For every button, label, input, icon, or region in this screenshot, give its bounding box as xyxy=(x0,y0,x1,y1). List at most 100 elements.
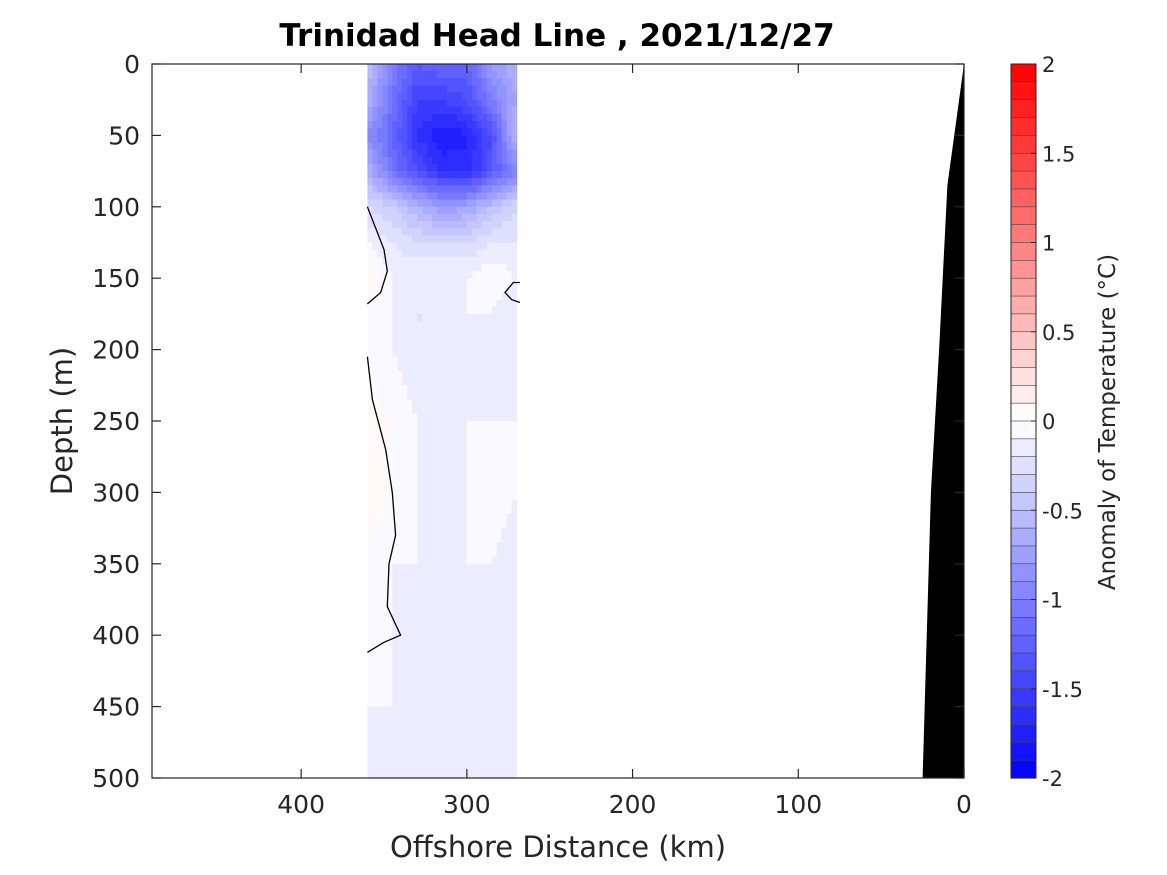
field-cell xyxy=(511,413,518,422)
field-cell xyxy=(367,413,373,422)
field-cell xyxy=(372,428,378,436)
field-cell xyxy=(491,228,498,236)
field-cell xyxy=(427,71,433,79)
field-cell xyxy=(397,378,403,386)
field-cell xyxy=(427,563,433,572)
field-cell xyxy=(427,421,433,429)
field-cell xyxy=(496,592,503,601)
field-cell xyxy=(471,92,478,101)
field-cell xyxy=(432,313,438,322)
field-cell xyxy=(476,228,483,236)
field-cell xyxy=(501,235,508,244)
field-cell xyxy=(442,406,448,415)
field-cell xyxy=(491,470,498,479)
field-cell xyxy=(397,656,403,665)
field-cell xyxy=(432,592,438,601)
field-cell xyxy=(382,642,388,651)
field-cell xyxy=(432,213,438,222)
field-cell xyxy=(506,249,513,258)
field-cell xyxy=(476,528,483,536)
field-cell xyxy=(506,335,513,344)
field-cell xyxy=(466,770,473,778)
field-cell xyxy=(382,449,388,458)
field-cell xyxy=(367,642,373,651)
field-cell xyxy=(377,321,383,329)
field-cell xyxy=(382,392,388,401)
field-cell xyxy=(412,506,418,515)
field-cell xyxy=(451,535,458,543)
field-cell xyxy=(486,756,493,765)
field-cell xyxy=(382,685,388,693)
field-cell xyxy=(392,78,398,87)
field-cell xyxy=(372,149,378,158)
field-cell xyxy=(382,720,388,729)
field-cell xyxy=(437,313,443,322)
field-cell xyxy=(481,435,488,444)
field-cell xyxy=(456,106,463,115)
field-cell xyxy=(501,463,508,472)
field-cell xyxy=(476,285,483,294)
field-cell xyxy=(511,385,518,394)
field-cell xyxy=(451,770,458,778)
field-cell xyxy=(387,492,393,501)
field-cell xyxy=(451,513,458,522)
x-tick-label: 100 xyxy=(774,790,822,819)
field-cell xyxy=(496,649,503,658)
field-cell xyxy=(412,635,418,643)
field-cell xyxy=(456,292,463,301)
field-cell xyxy=(511,99,518,108)
field-cell xyxy=(397,478,403,486)
field-cell xyxy=(437,435,443,444)
field-cell xyxy=(456,635,463,643)
field-cell xyxy=(427,392,433,401)
field-cell xyxy=(496,599,503,608)
field-cell xyxy=(496,321,503,329)
field-cell xyxy=(451,478,458,486)
field-cell xyxy=(466,592,473,601)
field-cell xyxy=(471,85,478,94)
field-cell xyxy=(476,313,483,322)
field-cell xyxy=(446,449,453,458)
field-cell xyxy=(476,728,483,736)
field-cell xyxy=(476,121,483,129)
colorbar-level xyxy=(1010,224,1037,244)
field-cell xyxy=(382,306,388,315)
field-cell xyxy=(407,321,413,329)
field-cell xyxy=(427,435,433,444)
field-cell xyxy=(511,213,518,222)
field-cell xyxy=(417,663,423,672)
field-cell xyxy=(367,499,373,508)
field-cell xyxy=(387,563,393,572)
field-cell xyxy=(397,563,403,572)
field-cell xyxy=(412,92,418,101)
field-cell xyxy=(412,570,418,579)
field-cell xyxy=(367,606,373,615)
field-cell xyxy=(422,470,428,479)
field-cell xyxy=(382,299,388,308)
field-cell xyxy=(402,570,408,579)
field-cell xyxy=(367,613,373,622)
field-cell xyxy=(476,292,483,301)
field-cell xyxy=(496,492,503,501)
colorbar-level xyxy=(1010,384,1037,404)
field-cell xyxy=(481,685,488,693)
field-cell xyxy=(456,413,463,422)
field-cell xyxy=(446,435,453,444)
field-cell xyxy=(417,85,423,94)
field-cell xyxy=(511,499,518,508)
field-cell xyxy=(412,678,418,686)
field-cell xyxy=(422,349,428,358)
field-cell xyxy=(412,271,418,279)
field-cell xyxy=(412,135,418,144)
field-cell xyxy=(481,613,488,622)
field-cell xyxy=(496,363,503,372)
field-cell xyxy=(402,221,408,229)
field-cell xyxy=(466,585,473,593)
field-cell xyxy=(491,121,498,129)
field-cell xyxy=(372,328,378,336)
field-cell xyxy=(476,628,483,636)
field-cell xyxy=(471,242,478,251)
field-cell xyxy=(486,335,493,344)
field-cell xyxy=(417,249,423,258)
field-cell xyxy=(437,113,443,122)
